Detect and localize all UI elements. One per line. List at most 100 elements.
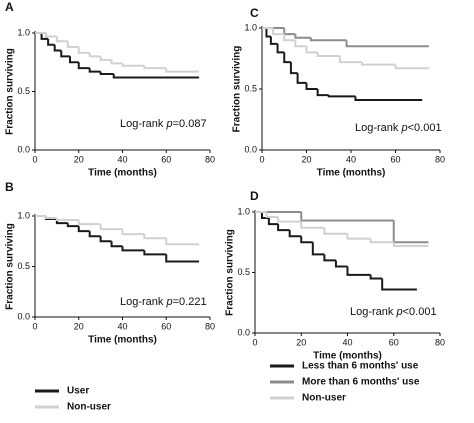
annotation-part: Log-rank <box>120 118 166 130</box>
y-tick-label: 0.5 <box>17 86 30 96</box>
legend-label: Non-user <box>67 402 111 413</box>
curve-step <box>40 33 49 40</box>
curve-step <box>289 62 298 75</box>
y-tick-label: 0.0 <box>17 311 30 321</box>
curve-step <box>277 224 290 232</box>
survival-curve <box>35 215 200 246</box>
annotation-part: p <box>395 306 402 318</box>
x-tick-label: 0 <box>259 154 264 164</box>
x-tick-label: 80 <box>435 337 445 347</box>
curve-step <box>346 266 371 276</box>
curve-step <box>53 44 62 52</box>
y-tick-label: 1.0 <box>244 22 257 32</box>
x-tick-label: 60 <box>390 154 400 164</box>
curve-step <box>121 229 145 236</box>
curve-step <box>69 56 79 64</box>
curve-step <box>77 220 101 226</box>
curve-step <box>277 216 302 223</box>
curve-step <box>369 238 394 244</box>
y-tick-label: 0.5 <box>244 83 257 93</box>
x-tick-label: 80 <box>435 154 445 164</box>
x-tick-label: 20 <box>74 321 84 331</box>
curve-step <box>260 212 269 220</box>
curve-step <box>300 236 313 244</box>
curve-step <box>323 254 336 262</box>
curve-step <box>99 236 112 243</box>
curve-step <box>309 37 347 42</box>
annotation-part: p <box>400 122 407 134</box>
curve-step <box>44 33 57 38</box>
curve-step <box>305 82 318 90</box>
curve-step <box>112 73 200 79</box>
annotation: Log-rank p=0.221 <box>120 296 207 308</box>
annotation: Log-rank p<0.001 <box>355 122 442 134</box>
x-tick-label: 20 <box>74 154 84 164</box>
annotation-part: p <box>165 118 172 130</box>
curve-step <box>55 218 79 222</box>
y-tick-label: 1.0 <box>17 210 30 220</box>
curve-step <box>269 36 278 45</box>
annotation-part: Log-rank <box>350 306 396 318</box>
curve-step <box>316 52 340 58</box>
annotation-part: p <box>165 296 172 308</box>
legend-label: Less than 6 months' use <box>302 361 419 372</box>
panel-letter: B <box>5 180 14 194</box>
panel-letter: A <box>5 0 14 14</box>
curve-step <box>394 64 429 70</box>
x-tick-label: 0 <box>252 337 257 347</box>
x-tick-label: 40 <box>117 154 127 164</box>
curve-step <box>88 68 101 73</box>
x-tick-label: 80 <box>205 321 215 331</box>
survival-curve <box>35 32 200 73</box>
curve-step <box>276 43 285 54</box>
curve-step <box>294 34 311 39</box>
curve-step <box>392 242 429 247</box>
curve-step <box>99 71 114 75</box>
x-tick-label: 60 <box>389 337 399 347</box>
curve-step <box>300 212 394 222</box>
x-tick-label: 0 <box>32 154 37 164</box>
curve-step <box>110 241 123 248</box>
survival-curve <box>255 211 417 291</box>
curve-step <box>334 260 348 268</box>
y-tick-label: 0.5 <box>237 267 250 277</box>
x-tick-label: 60 <box>161 321 171 331</box>
annotation-part: =0.087 <box>173 118 207 130</box>
curve-step <box>47 38 55 46</box>
curve-step <box>66 223 79 228</box>
curve-step <box>369 274 383 280</box>
curve-step <box>392 220 429 244</box>
curve-step <box>316 89 329 97</box>
curve-step <box>143 234 167 240</box>
x-tick-label: 60 <box>161 154 171 164</box>
annotation-part: Log-rank <box>120 296 166 308</box>
curve-step <box>361 62 396 66</box>
panel-letter: C <box>250 6 259 20</box>
y-tick-label: 0.0 <box>237 327 250 337</box>
annotation: Log-rank p<0.001 <box>350 306 437 318</box>
curve-step <box>55 36 68 43</box>
x-tick-label: 40 <box>346 154 356 164</box>
curve-step <box>77 62 90 70</box>
curve-step <box>294 40 307 48</box>
x-axis-label: Time (months) <box>88 335 157 346</box>
curve-step <box>110 59 123 65</box>
curve-step <box>77 226 90 233</box>
curve-step <box>381 278 417 291</box>
curve-step <box>77 47 90 54</box>
legend-label: More than 6 months' use <box>302 377 420 388</box>
curve-step <box>265 212 279 218</box>
curve-step <box>345 40 429 48</box>
curve-step <box>327 95 356 98</box>
x-axis-label: Time (months) <box>88 168 157 179</box>
curve-step <box>288 230 302 238</box>
annotation-part: =0.221 <box>173 296 207 308</box>
x-axis-label: Time (months) <box>317 168 386 179</box>
y-axis-label: Fraction surviving <box>5 223 16 310</box>
curve-step <box>60 50 70 58</box>
y-tick-label: 1.0 <box>237 206 250 216</box>
curve-step <box>265 28 271 38</box>
curve-step <box>44 216 57 220</box>
y-axis-label: Fraction surviving <box>5 48 16 135</box>
